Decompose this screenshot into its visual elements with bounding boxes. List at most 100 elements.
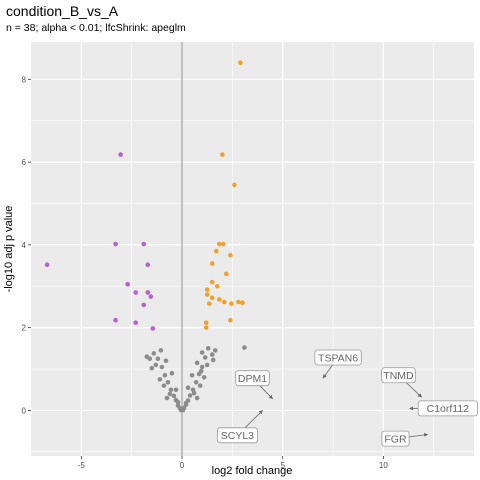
- point-down: [145, 262, 151, 268]
- point-up: [203, 325, 209, 330]
- point-up: [204, 292, 210, 297]
- x-tick-label: 10: [379, 461, 388, 470]
- point-ns: [180, 407, 186, 413]
- point-up: [216, 241, 222, 247]
- point-ns: [194, 360, 200, 366]
- data-points: [44, 60, 247, 413]
- point-ns: [167, 391, 173, 397]
- x-tick-label: 5: [280, 461, 285, 470]
- point-down: [118, 152, 123, 157]
- y-tick-label: 6: [22, 158, 27, 167]
- point-ns: [193, 380, 199, 385]
- grid-minor: [31, 42, 474, 456]
- gene-label-text: DPM1: [238, 373, 267, 385]
- point-ns: [164, 395, 170, 401]
- point-ns: [202, 355, 208, 360]
- point-ns: [175, 399, 181, 405]
- chart-subtitle: n = 38; alpha < 0.01; lfcShrink: apeglm: [6, 22, 186, 34]
- label-arrow: [406, 382, 422, 398]
- point-ns: [171, 393, 177, 399]
- point-down: [113, 241, 118, 247]
- point-down: [133, 290, 139, 295]
- point-ns: [187, 393, 193, 398]
- point-ns: [155, 356, 161, 362]
- point-down: [113, 317, 118, 323]
- point-up: [221, 241, 226, 247]
- plot-panel: [31, 42, 474, 456]
- point-up: [232, 182, 237, 188]
- x-axis-label: log2 fold change: [212, 465, 293, 477]
- point-ns: [165, 380, 171, 385]
- gene-label-text: FGR: [384, 433, 407, 445]
- y-axis-label: -log10 adj p value: [3, 206, 15, 293]
- y-axis-ticks: 0 2 4 6 8: [22, 75, 31, 415]
- point-up: [214, 283, 220, 289]
- label-arrow: [322, 364, 333, 379]
- point-up: [224, 271, 229, 277]
- point-down: [150, 326, 156, 331]
- point-up: [219, 152, 225, 157]
- gene-labels: DPM1 TSPAN6 TNMD C1orf112 SCYL3 FGR: [216, 349, 478, 447]
- point-up: [222, 299, 227, 305]
- point-ns: [149, 365, 155, 371]
- point-ns: [199, 350, 205, 355]
- point-up: [229, 301, 234, 306]
- point-down: [125, 281, 130, 287]
- point-up: [209, 279, 215, 285]
- point-down: [133, 320, 139, 325]
- point-ns: [204, 362, 210, 368]
- point-up: [206, 301, 212, 306]
- gene-label-text: TSPAN6: [318, 352, 358, 364]
- point-ns: [189, 372, 195, 378]
- point-down: [44, 262, 50, 268]
- point-ns: [161, 383, 167, 388]
- point-ns: [173, 387, 179, 393]
- point-ns: [210, 357, 216, 363]
- x-tick-label: 0: [180, 461, 185, 470]
- point-up: [228, 317, 233, 323]
- gene-label-box: [417, 400, 478, 417]
- gene-label-box: [235, 370, 270, 387]
- gene-label-box: [314, 349, 362, 366]
- point-ns: [183, 400, 189, 406]
- gene-label-text: TNMD: [383, 370, 414, 382]
- point-up: [238, 60, 243, 65]
- y-tick-label: 4: [22, 241, 27, 250]
- point-ns: [185, 385, 191, 390]
- point-down: [145, 290, 151, 295]
- gene-label-text: SCYL3: [221, 430, 254, 442]
- point-up: [240, 300, 245, 306]
- point-ns: [169, 370, 175, 376]
- y-tick-label: 0: [22, 406, 27, 415]
- point-ns: [162, 372, 168, 378]
- point-up: [236, 299, 241, 305]
- gene-label-box: [381, 430, 410, 447]
- gene-label-text: C1orf112: [427, 403, 470, 415]
- y-tick-label: 2: [22, 324, 27, 333]
- point-ns: [205, 346, 211, 351]
- gene-label-box: [216, 427, 258, 444]
- point-down: [141, 302, 147, 308]
- label-arrow: [409, 432, 429, 438]
- x-axis-ticks: -5 0 5 10: [78, 456, 388, 470]
- point-ns: [157, 377, 163, 382]
- point-ns: [151, 351, 157, 356]
- point-ns: [194, 395, 200, 401]
- point-ns: [242, 345, 247, 350]
- point-up: [203, 320, 209, 325]
- point-ns: [158, 348, 164, 353]
- point-ns: [144, 354, 150, 359]
- point-ns: [168, 387, 174, 393]
- point-ns: [212, 348, 218, 353]
- point-down: [141, 241, 147, 247]
- gene-label-box: [381, 367, 416, 384]
- label-arrow: [244, 410, 263, 429]
- point-down: [148, 294, 154, 299]
- point-ns: [159, 364, 165, 370]
- chart-title: condition_B_vs_A: [6, 3, 119, 19]
- point-up: [213, 248, 219, 254]
- point-ns: [163, 358, 169, 364]
- point-up: [209, 261, 215, 266]
- point-ns: [198, 368, 204, 374]
